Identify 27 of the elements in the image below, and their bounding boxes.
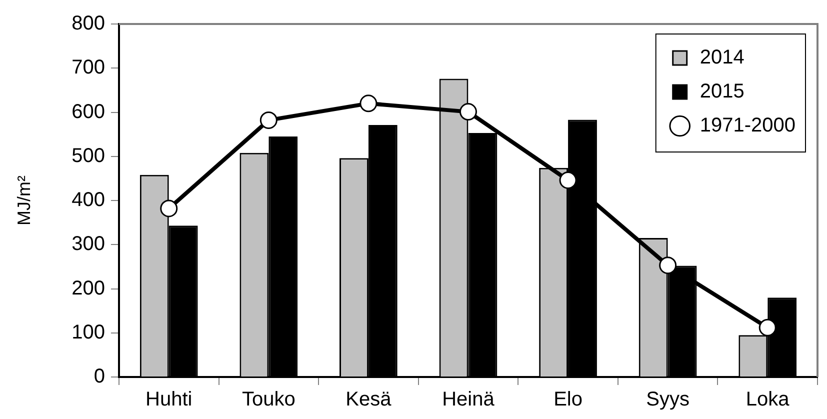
point <box>260 111 278 129</box>
point <box>559 171 577 189</box>
y-tick-label: 100 <box>72 321 105 344</box>
legend-label: 2014 <box>700 46 744 69</box>
x-tick-label: Loka <box>746 388 790 411</box>
y-tick-label: 800 <box>72 12 105 35</box>
x-tick-label: Heinä <box>442 388 496 411</box>
x-tick-label: Huhti <box>146 388 192 411</box>
y-tick-label: 400 <box>72 189 105 212</box>
point <box>360 94 378 112</box>
point <box>160 200 178 218</box>
x-tick-label: Elo <box>554 388 582 411</box>
y-tick-label: 700 <box>72 56 105 79</box>
y-tick-label: 500 <box>72 144 105 167</box>
point <box>659 256 677 274</box>
x-tick-label: Touko <box>242 388 296 411</box>
x-tick-label: Syys <box>646 388 690 411</box>
y-tick-label: 0 <box>94 366 105 388</box>
y-tick-label: 200 <box>72 277 105 300</box>
legend-label: 1971-2000 <box>700 114 796 137</box>
x-tick-label: Kesä <box>346 388 392 411</box>
y-axis-title: MJ/m² <box>14 176 34 226</box>
point <box>758 318 776 336</box>
y-tick-label: 300 <box>72 233 105 256</box>
point <box>459 103 477 121</box>
y-tick-label: 600 <box>72 100 105 123</box>
legend-label: 2015 <box>700 80 744 103</box>
